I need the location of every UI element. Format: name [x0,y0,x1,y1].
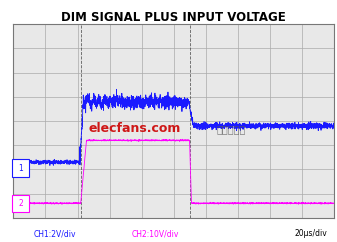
Text: CH1:2V/div: CH1:2V/div [34,229,76,238]
Text: 20μs/div: 20μs/div [294,229,327,238]
Text: 电子发烧友: 电子发烧友 [216,124,246,134]
Text: 1: 1 [18,164,23,173]
Text: 2: 2 [18,199,23,208]
Title: DIM SIGNAL PLUS INPUT VOLTAGE: DIM SIGNAL PLUS INPUT VOLTAGE [61,11,286,24]
FancyBboxPatch shape [12,159,30,177]
Text: elecfans.com: elecfans.com [89,122,181,135]
FancyBboxPatch shape [12,195,30,212]
Text: CH2:10V/div: CH2:10V/div [131,229,179,238]
